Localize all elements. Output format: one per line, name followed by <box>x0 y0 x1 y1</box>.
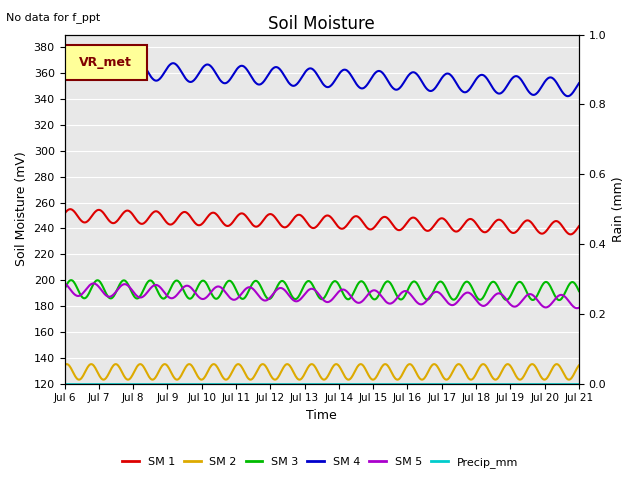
SM 2 <box>565 377 573 383</box>
SM 5 <box>70 291 77 297</box>
SM 1 <box>385 216 392 222</box>
SM 2 <box>123 376 131 382</box>
Precip_mm <box>175 381 183 386</box>
SM 3 <box>61 286 68 292</box>
Text: No data for f_ppt: No data for f_ppt <box>6 12 100 23</box>
SM 3 <box>575 288 583 294</box>
SM 1 <box>67 206 74 212</box>
SM 2 <box>400 369 408 374</box>
SM 1 <box>203 215 211 221</box>
SM 3 <box>67 277 75 283</box>
Precip_mm <box>202 381 210 386</box>
Precip_mm <box>384 381 392 386</box>
Precip_mm <box>61 381 68 386</box>
SM 5 <box>399 289 407 295</box>
Precip_mm <box>123 381 131 386</box>
Y-axis label: Soil Moisture (mV): Soil Moisture (mV) <box>15 152 28 266</box>
SM 3 <box>176 280 184 286</box>
SM 2 <box>202 372 210 378</box>
Line: SM 1: SM 1 <box>65 209 579 234</box>
SM 4 <box>385 79 392 85</box>
SM 3 <box>203 281 211 287</box>
SM 4 <box>124 72 131 78</box>
SM 2 <box>61 362 68 368</box>
SM 4 <box>203 61 211 67</box>
SM 4 <box>176 66 184 72</box>
SM 4 <box>575 80 583 86</box>
Line: SM 4: SM 4 <box>65 60 579 96</box>
SM 2 <box>175 376 183 382</box>
Y-axis label: Rain (mm): Rain (mm) <box>612 176 625 242</box>
SM 3 <box>70 280 78 286</box>
SM 5 <box>575 305 583 311</box>
SM 5 <box>123 282 131 288</box>
SM 2 <box>575 362 583 368</box>
Precip_mm <box>70 381 77 386</box>
Line: SM 3: SM 3 <box>65 280 579 300</box>
SM 3 <box>555 297 563 303</box>
SM 4 <box>70 59 78 65</box>
SM 5 <box>61 280 68 286</box>
SM 1 <box>566 231 574 237</box>
SM 1 <box>176 212 184 218</box>
SM 2 <box>259 361 267 367</box>
SM 1 <box>124 208 131 214</box>
SM 4 <box>400 80 408 85</box>
FancyBboxPatch shape <box>65 45 147 80</box>
Legend: SM 1, SM 2, SM 3, SM 4, SM 5, Precip_mm: SM 1, SM 2, SM 3, SM 4, SM 5, Precip_mm <box>118 452 522 472</box>
SM 5 <box>175 289 183 295</box>
SM 3 <box>124 281 131 287</box>
SM 5 <box>202 295 210 300</box>
Title: Soil Moisture: Soil Moisture <box>268 15 375 33</box>
SM 4 <box>67 57 74 62</box>
SM 5 <box>573 305 580 311</box>
SM 1 <box>70 209 78 215</box>
SM 4 <box>564 93 572 99</box>
SM 2 <box>70 371 77 377</box>
Text: VR_met: VR_met <box>79 56 132 69</box>
Precip_mm <box>575 381 583 386</box>
Line: SM 2: SM 2 <box>65 364 579 380</box>
SM 1 <box>400 224 408 230</box>
SM 5 <box>384 300 392 306</box>
SM 4 <box>61 61 68 67</box>
SM 3 <box>385 279 392 285</box>
SM 3 <box>400 295 408 300</box>
Precip_mm <box>399 381 407 386</box>
SM 2 <box>385 364 392 370</box>
SM 1 <box>575 223 583 229</box>
Line: SM 5: SM 5 <box>65 283 579 308</box>
SM 1 <box>61 211 68 216</box>
X-axis label: Time: Time <box>307 409 337 422</box>
